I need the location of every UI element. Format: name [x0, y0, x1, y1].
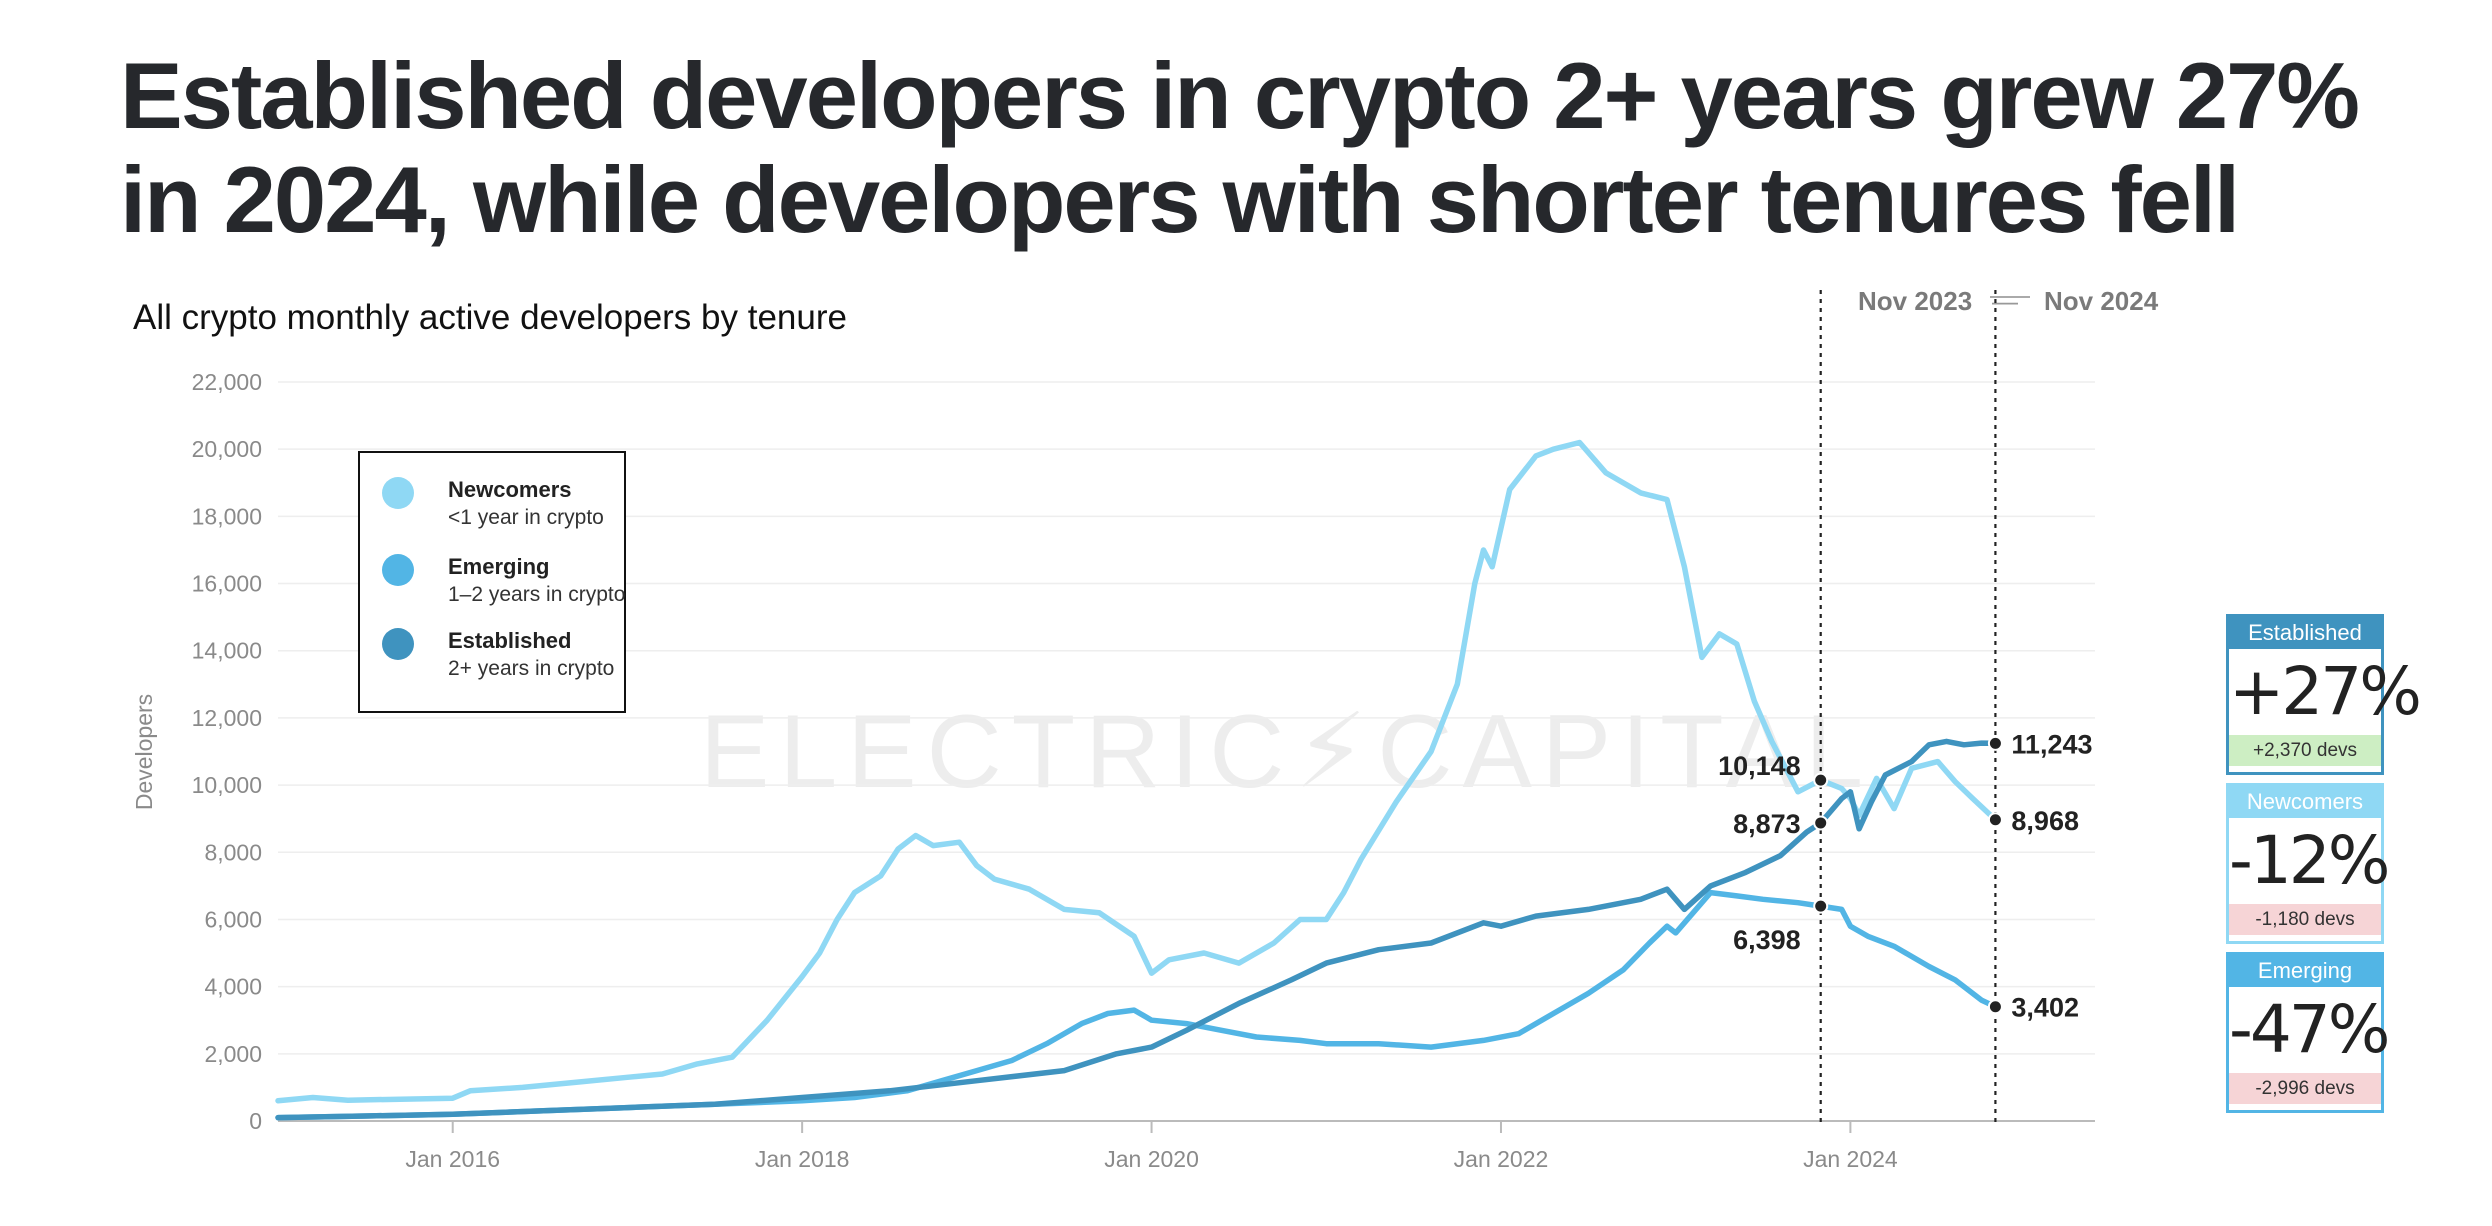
y-tick-label: 14,000 — [192, 638, 262, 664]
x-tick-label: Jan 2020 — [1104, 1146, 1199, 1172]
card-devs-change: -1,180 devs — [2229, 904, 2381, 935]
change-card-newcomers: Newcomers -12% -1,180 devs — [2226, 783, 2391, 944]
legend-desc: <1 year in crypto — [448, 506, 604, 529]
card-percent: -12% — [2229, 822, 2391, 899]
callout-dot — [1987, 812, 2003, 828]
range-end-label: Nov 2024 — [2044, 286, 2159, 316]
x-tick-label: Jan 2018 — [755, 1146, 850, 1172]
x-tick-label: Jan 2016 — [405, 1146, 500, 1172]
legend-name: Established — [448, 628, 572, 653]
callout-label: 11,243 — [2011, 729, 2092, 759]
legend-swatch-established — [382, 628, 414, 660]
card-devs-change: +2,370 devs — [2229, 735, 2381, 766]
y-tick-label: 22,000 — [192, 369, 262, 395]
card-header: Established — [2229, 617, 2381, 649]
series-line-established — [275, 738, 1999, 1121]
callout-label: 8,968 — [2011, 806, 2079, 836]
callout-label: 3,402 — [2011, 993, 2079, 1023]
y-axis-label: Developers — [131, 694, 157, 810]
legend-desc: 1–2 years in crypto — [448, 583, 626, 606]
card-percent: -47% — [2229, 991, 2391, 1068]
card-percent: +27% — [2229, 653, 2422, 730]
callout-dot — [1813, 815, 1829, 831]
legend-swatch-newcomers — [382, 477, 414, 509]
callout-dot — [1987, 999, 2003, 1015]
callout-dot — [1813, 898, 1829, 914]
watermark-logo: ELECTRIC⚡CAPITAL — [700, 694, 1874, 810]
callout-dot — [1987, 735, 2003, 751]
y-tick-label: 16,000 — [192, 571, 262, 597]
y-tick-label: 2,000 — [204, 1041, 262, 1067]
legend-name: Newcomers — [448, 477, 572, 502]
range-start-label: Nov 2023 — [1858, 286, 1973, 316]
callout-label: 6,398 — [1733, 925, 1801, 955]
legend-desc: 2+ years in crypto — [448, 657, 615, 680]
x-tick-label: Jan 2022 — [1454, 1146, 1549, 1172]
y-tick-label: 18,000 — [192, 503, 262, 529]
series-line-newcomers — [275, 439, 1999, 1104]
card-header: Newcomers — [2229, 786, 2381, 818]
y-tick-label: 12,000 — [192, 705, 262, 731]
y-tick-label: 8,000 — [204, 839, 262, 865]
x-tick-label: Jan 2024 — [1803, 1146, 1898, 1172]
legend-swatch-emerging — [382, 554, 414, 586]
y-tick-label: 20,000 — [192, 436, 262, 462]
callout-label: 10,148 — [1718, 751, 1801, 781]
y-tick-label: 6,000 — [204, 906, 262, 932]
chart-subtitle: All crypto monthly active developers by … — [133, 298, 847, 337]
card-devs-change: -2,996 devs — [2229, 1073, 2381, 1104]
change-card-emerging: Emerging -47% -2,996 devs — [2226, 952, 2391, 1113]
y-tick-label: 4,000 — [204, 974, 262, 1000]
card-header: Emerging — [2229, 955, 2381, 987]
y-tick-label: 0 — [249, 1108, 262, 1134]
chart-legend: Newcomers <1 year in crypto Emerging 1–2… — [358, 451, 626, 713]
legend-name: Emerging — [448, 554, 550, 579]
callout-label: 8,873 — [1733, 809, 1801, 839]
page-title: Established developers in crypto 2+ year… — [120, 43, 2360, 252]
change-card-established: Established +27% +2,370 devs — [2226, 614, 2422, 775]
y-tick-label: 10,000 — [192, 772, 262, 798]
callout-dot — [1813, 772, 1829, 788]
